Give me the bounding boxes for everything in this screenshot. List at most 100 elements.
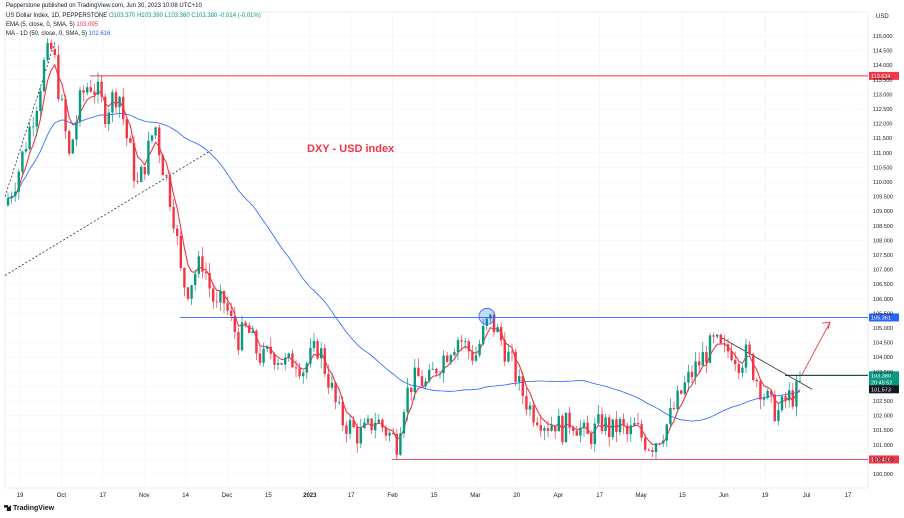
resistance-trendline — [719, 336, 813, 390]
ma-label: MA - 1D (50, close, 0, SMA, 5) — [6, 31, 88, 37]
level-tag — [869, 371, 899, 380]
candle-body — [237, 331, 240, 351]
candle-body — [132, 142, 136, 181]
candle-body — [161, 155, 164, 176]
candle-body — [507, 351, 510, 362]
candle-body — [291, 353, 294, 368]
candle-body — [226, 303, 229, 311]
tradingview-logo-icon — [4, 505, 11, 512]
candle-body — [492, 314, 496, 333]
candle-body — [712, 335, 715, 337]
candle-body — [348, 420, 352, 434]
candle-body — [176, 228, 179, 236]
level-label: 103.380 — [871, 373, 891, 379]
y-tick-label: 106.000 — [873, 297, 893, 303]
projection-arrowhead — [821, 321, 831, 330]
candle-body — [604, 417, 607, 432]
candle-body — [698, 361, 701, 366]
candle-body — [21, 151, 24, 172]
x-tick-label: Jun — [719, 493, 729, 499]
level-label: 20:45:52 — [871, 380, 892, 386]
candle-body — [798, 380, 802, 382]
ma-legend[interactable]: MA - 1D (50, close, 0, SMA, 5) 102.616 — [6, 31, 110, 37]
x-tick-label: 17 — [596, 493, 603, 499]
candle-body — [82, 90, 85, 93]
y-tick-label: 110.000 — [873, 180, 892, 186]
candle-body — [579, 427, 582, 436]
candle-body — [312, 341, 316, 348]
axes: 100.000 100.500 101.000 101.500 102.000 102.5… — [17, 34, 893, 499]
candle-body — [687, 371, 690, 383]
candle-body — [363, 422, 366, 429]
candle-body — [50, 42, 53, 50]
candle-body — [35, 110, 38, 127]
candle-body — [280, 363, 283, 365]
level-tag — [869, 385, 899, 394]
candle-body — [341, 401, 344, 426]
candle-body — [442, 355, 445, 374]
candle-body — [384, 427, 388, 436]
chart-grid — [4, 11, 869, 489]
candle-body — [248, 325, 251, 333]
candle-body — [417, 367, 420, 377]
chart-title: DXY - USD index — [307, 143, 395, 155]
candle-body — [258, 353, 262, 363]
tradingview-footer[interactable]: TradingView — [4, 505, 54, 512]
candles — [6, 38, 802, 460]
candle-body — [453, 351, 456, 356]
candle-body — [316, 341, 319, 359]
candle-body — [550, 425, 553, 431]
candle-body — [784, 396, 787, 401]
candle-body — [701, 352, 704, 366]
candle-body — [510, 351, 514, 353]
candle-body — [284, 357, 287, 365]
symbol-line: US Dollar Index, 1D, PEPPERSTONE O103.37… — [6, 13, 261, 19]
candle-body — [532, 405, 535, 423]
y-tick-label: 102.000 — [873, 414, 893, 420]
candle-body — [39, 91, 42, 111]
candle-body — [122, 96, 125, 120]
ema-label: EMA (5, close, 0, SMA, 5) — [6, 22, 75, 28]
candle-body — [716, 334, 719, 337]
candle-body — [53, 49, 56, 55]
ema-legend[interactable]: EMA (5, close, 0, SMA, 5) 103.095 — [6, 22, 98, 28]
x-tick-label: 15 — [679, 493, 686, 499]
candle-body — [374, 422, 377, 431]
candle-body — [719, 334, 722, 344]
y-tick-label: 111.500 — [873, 136, 892, 142]
candle-body — [615, 419, 618, 433]
candle-body — [485, 318, 488, 326]
candle-body — [168, 176, 172, 207]
candle-body — [770, 390, 773, 395]
candle-body — [683, 382, 686, 394]
candle-body — [255, 330, 258, 354]
y-tick-label: 100.500 — [873, 457, 893, 463]
candle-body — [410, 387, 413, 393]
candle-body — [89, 87, 92, 92]
candle-body — [129, 138, 132, 143]
candle-body — [75, 122, 78, 140]
candle-body — [14, 191, 17, 197]
candle-body — [582, 422, 586, 428]
candle-body — [669, 407, 672, 425]
trend-lines — [4, 41, 813, 390]
upper-trendline — [4, 41, 56, 197]
candle-body — [93, 91, 96, 95]
level-label: 101.573 — [871, 387, 891, 393]
support-trendline — [4, 149, 213, 276]
candle-body — [626, 425, 629, 435]
candle-body — [611, 419, 614, 438]
candle-body — [662, 440, 665, 444]
candle-body — [86, 87, 89, 93]
candle-body — [773, 394, 776, 421]
candle-body — [514, 351, 517, 382]
candle-body — [536, 422, 539, 426]
y-tick-label: 114.000 — [873, 63, 892, 69]
y-tick-label: 104.000 — [873, 355, 893, 361]
candle-body — [57, 54, 60, 100]
candle-body — [345, 425, 348, 434]
candle-body — [680, 390, 683, 394]
candle-body — [233, 316, 236, 332]
candle-body — [96, 81, 100, 95]
